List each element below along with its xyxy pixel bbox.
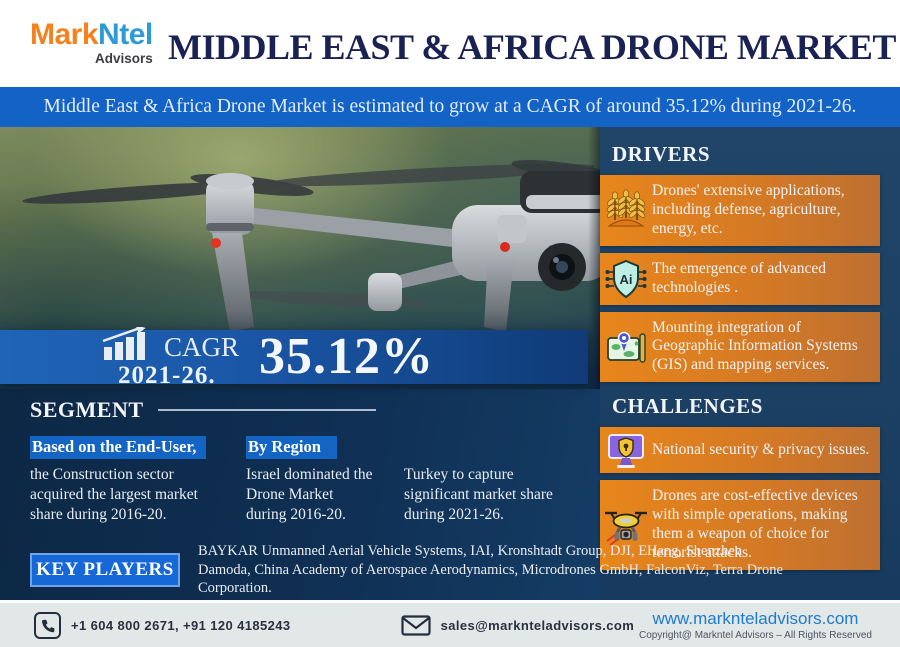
cagr-period: 2021-26. <box>118 361 216 389</box>
email-address[interactable]: sales@marknteladvisors.com <box>440 617 635 633</box>
key-players-section: KEY PLAYERS BAYKAR Unmanned Aerial Vehic… <box>30 540 870 600</box>
challenges-heading: CHALLENGES <box>612 394 763 419</box>
challenge-text-security: National security & privacy issues. <box>652 440 870 458</box>
segment-text-turkey: Turkey to capture significant market sha… <box>404 466 553 524</box>
cagr-banner: Middle East & Africa Drone Market is est… <box>0 87 900 127</box>
terror-drone-icon <box>605 511 647 546</box>
segment-section: SEGMENT Based on the End-User, the Const… <box>30 397 590 525</box>
page-title: MIDDLE EAST & AFRICA DRONE MARKET <box>168 26 896 68</box>
footer: +1 604 800 2671, +91 120 4185243 sales@m… <box>0 600 900 647</box>
driver-card-gis: Mounting integration of Geographic Infor… <box>600 311 880 383</box>
bar-chart-growth-icon <box>102 326 146 360</box>
driver-text-applications: Drones' extensive applications, includin… <box>652 182 845 237</box>
segment-highlight-enduser: Based on the End-User, <box>30 436 207 459</box>
phone-numbers: +1 604 800 2671, +91 120 4185243 <box>71 617 291 633</box>
footer-right-block: www.marknteladvisors.com Copyright@ Mark… <box>639 609 872 641</box>
main-content: CAGR 2021-26. 35.12% SEGMENT Based on th… <box>0 127 900 600</box>
page-title-bold: DRONE MARKET <box>600 27 897 67</box>
drone-photo <box>0 127 600 389</box>
drivers-challenges-panel: DRIVERS <box>588 127 900 600</box>
cagr-label: CAGR <box>164 331 240 362</box>
segment-highlight-region: By Region <box>246 436 337 459</box>
logo-wordmark: MarkNtel <box>30 20 153 50</box>
cagr-banner-text: Middle East & Africa Drone Market is est… <box>43 96 857 117</box>
ai-shield-icon: Ai <box>605 259 647 298</box>
driver-text-technology: The emergence of advanced technologies . <box>652 259 826 296</box>
driver-card-applications: Drones' extensive applications, includin… <box>600 175 880 246</box>
segment-text-israel: Israel dominated the Drone Market during… <box>246 466 373 524</box>
page-title-regular: MIDDLE EAST & AFRICA <box>168 27 601 67</box>
phone-contact: +1 604 800 2671, +91 120 4185243 <box>34 611 291 639</box>
key-players-badge: KEY PLAYERS <box>30 553 180 587</box>
segment-column-turkey: Turkey to capture significant market sha… <box>404 436 566 525</box>
phone-icon <box>34 611 61 639</box>
cagr-left-block: CAGR 2021-26. <box>0 326 240 389</box>
challenge-card-security: National security & privacy issues. <box>600 427 880 474</box>
driver-text-gis: Mounting integration of Geographic Infor… <box>652 318 858 374</box>
cagr-stat-band: CAGR 2021-26. 35.12% <box>0 326 588 388</box>
logo-part-ntel: Ntel <box>98 18 153 51</box>
header: MarkNtel Advisors MIDDLE EAST & AFRICA D… <box>0 0 900 87</box>
driver-card-technology: Ai The emergence of advanced technologie… <box>600 252 880 305</box>
svg-text:Ai: Ai <box>620 272 633 287</box>
markntel-logo: MarkNtel Advisors <box>30 20 153 66</box>
wheat-icon <box>605 189 647 227</box>
segment-heading: SEGMENT <box>30 397 144 422</box>
security-monitor-icon <box>608 434 644 469</box>
mail-icon <box>400 614 431 636</box>
key-players-list: BAYKAR Unmanned Aerial Vehicle Systems, … <box>198 542 783 597</box>
copyright-text: Copyright@ Markntel Advisors – All Right… <box>638 629 872 641</box>
segment-heading-rule <box>157 409 376 411</box>
segment-text-enduser: the Construction sector acquired the lar… <box>30 466 198 524</box>
cagr-value: 35.12% <box>259 328 435 385</box>
segment-column-region: By Region Israel dominated the Drone Mar… <box>246 436 374 525</box>
drivers-heading: DRIVERS <box>612 142 711 166</box>
website-link[interactable]: www.marknteladvisors.com <box>652 609 859 629</box>
logo-part-mark: Mark <box>30 18 99 51</box>
challenge-card-terrorism: Drones are cost-effective devices with s… <box>600 480 880 570</box>
segment-column-enduser: Based on the End-User, the Construction … <box>30 436 216 525</box>
gis-map-icon <box>607 331 646 363</box>
logo-subtitle: Advisors <box>94 51 153 66</box>
email-contact: sales@marknteladvisors.com <box>400 614 635 636</box>
challenge-text-terrorism: Drones are cost-effective devices with s… <box>652 487 858 561</box>
